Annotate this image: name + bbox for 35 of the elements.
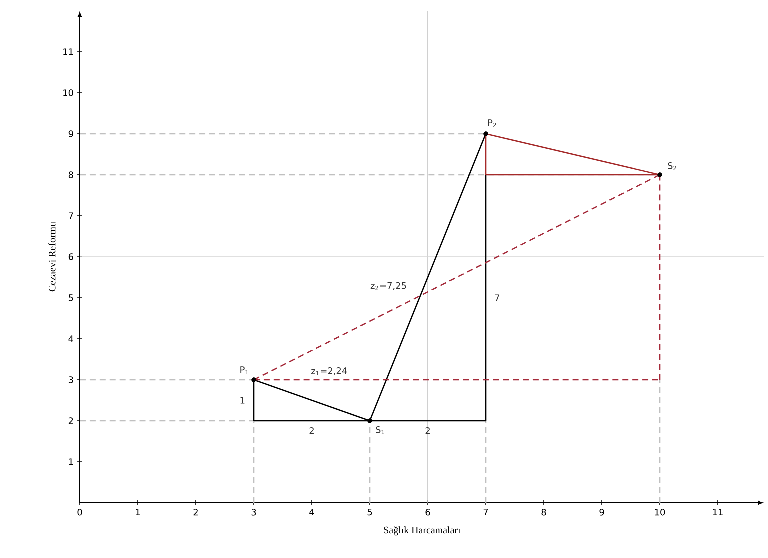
y-tick-label: 5 <box>68 294 74 302</box>
y-tick-label: 4 <box>68 336 74 342</box>
x-tick-label: 3 <box>252 509 256 516</box>
x-tick-label: 4 <box>310 509 314 516</box>
x-axis-title: Sağlık Harcamaları <box>384 526 461 536</box>
annotation: z$_{1}$=2,24 <box>312 368 348 376</box>
x-tick-label: 2 <box>194 509 198 516</box>
x-tick-label: 9 <box>600 509 604 516</box>
annotation: 7 <box>495 294 500 302</box>
x-tick-label: 1 <box>136 509 140 516</box>
annotation: P$_{2}$ <box>488 120 496 128</box>
y-tick-label: 2 <box>68 418 74 424</box>
annotation: S$_{2}$ <box>668 162 676 170</box>
annotation: 2 <box>310 428 314 434</box>
x-tick-label: 11 <box>713 509 723 516</box>
y-tick-label: 3 <box>68 376 74 384</box>
y-tick-label: 11 <box>64 48 74 56</box>
y-tick-label: 8 <box>68 172 74 178</box>
x-tick-label: 6 <box>426 509 430 516</box>
y-tick-label: 6 <box>68 254 74 260</box>
annotation: 1 <box>240 397 245 404</box>
x-tick-label: 8 <box>542 509 546 516</box>
x-tick-label: 0 <box>78 509 82 516</box>
y-tick-label: 7 <box>69 212 74 220</box>
y-tick-label: 9 <box>68 130 74 138</box>
annotation: P$_{1}$ <box>240 366 248 374</box>
annotation: z$_{2}$=7,25 <box>370 282 406 290</box>
annotation: S$_{1}$ <box>376 426 384 434</box>
y-tick-label: 10 <box>64 90 74 96</box>
annotation: 2 <box>426 428 430 434</box>
x-tick-label: 10 <box>655 509 666 516</box>
x-tick-label: 5 <box>368 509 372 516</box>
y-tick-label: 1 <box>69 458 74 466</box>
y-axis-title: Cezaevi Reformu <box>48 222 56 292</box>
x-tick-label: 7 <box>484 509 488 516</box>
